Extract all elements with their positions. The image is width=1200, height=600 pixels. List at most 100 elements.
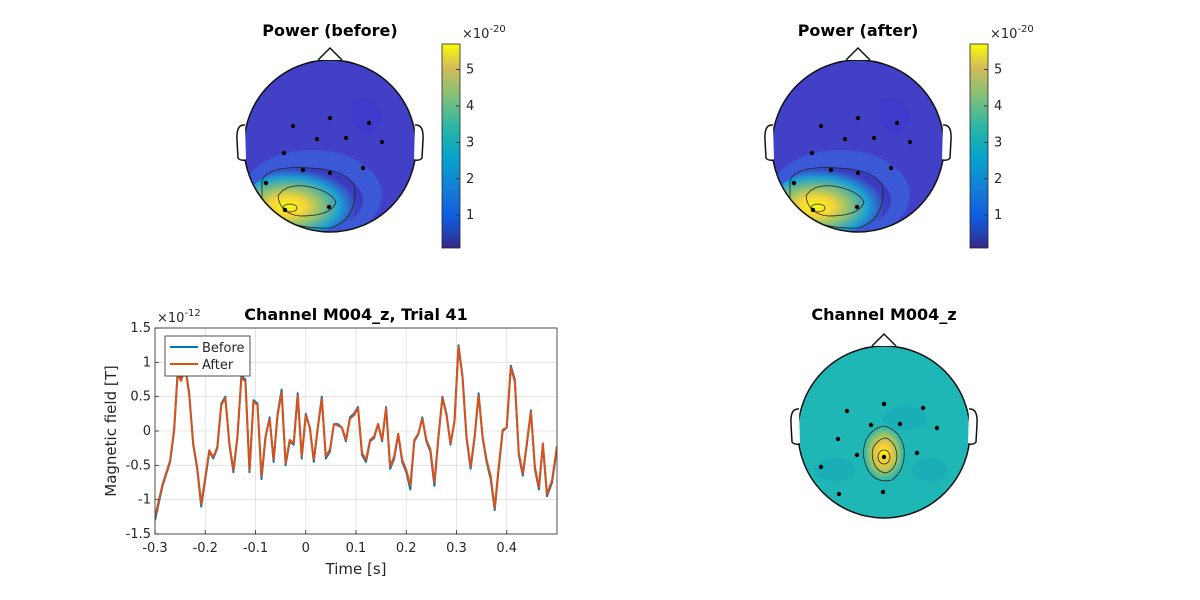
x-tick-label: -0.3	[142, 541, 167, 556]
topo-after-title: Power (after)	[798, 21, 919, 40]
legend-box	[164, 335, 251, 377]
x-tick-label: 0.3	[446, 541, 467, 556]
sensor-dot	[897, 421, 903, 427]
colorbar-tick-label: 2	[466, 172, 474, 187]
topo-channel-blob	[815, 458, 855, 482]
left-ear-icon	[764, 124, 775, 161]
y-ticks: -1.5 -1 -0.5 0 0.5 1 1.5	[126, 321, 159, 542]
sensor-dot	[828, 167, 834, 173]
x-tick-label: 0.2	[396, 541, 417, 556]
sensor-dot	[842, 136, 848, 142]
sensor-dot	[854, 452, 860, 458]
nose-icon	[845, 46, 871, 61]
series-group	[155, 344, 557, 521]
topo-channel-contour-line	[863, 425, 905, 482]
topo-after-peak	[775, 168, 891, 232]
sensor-dot	[855, 115, 861, 121]
topo-after-contour-line	[810, 203, 826, 213]
sensor-dot	[881, 454, 887, 460]
sensor-dot	[327, 170, 333, 176]
sensor-dot	[810, 207, 816, 213]
topo-after-colorbar: ×10-20 1 2 3 4 5	[969, 24, 1034, 249]
sensor-dot	[835, 436, 841, 442]
topo-after: Power (after)	[764, 21, 1034, 249]
series-line-after	[155, 346, 557, 518]
sensor-dot	[809, 150, 815, 156]
topo-before-peak	[247, 168, 363, 232]
y-tick-label: 0	[143, 424, 151, 439]
y-axis-label: Magnetic field [T]	[102, 365, 120, 496]
sensor-dot	[854, 204, 860, 210]
sensor-dot	[855, 170, 861, 176]
colorbar-gradient	[441, 43, 461, 249]
topo-before-contour-line	[277, 185, 337, 217]
colorbar-tick-label: 2	[994, 172, 1002, 187]
sensor-dot	[290, 123, 296, 129]
colorbar-tick-label: 4	[994, 99, 1002, 114]
colorbar-tick-label: 5	[466, 63, 474, 78]
topo-after-sensors	[791, 115, 913, 213]
x-tick-label: 0.4	[496, 541, 517, 556]
right-ear-icon	[967, 408, 978, 445]
colorbar-tick-label: 5	[994, 63, 1002, 78]
topo-before-colorbar: ×10-20 1 2 3 4 5	[441, 24, 506, 249]
topo-before: Power (before)	[236, 21, 506, 249]
colorbar-tick-label: 1	[466, 208, 474, 223]
sensor-dot	[914, 450, 920, 456]
topo-after-blob	[880, 97, 909, 134]
sensor-dot	[326, 204, 332, 210]
topo-before-sensors	[263, 115, 385, 213]
sensor-dot	[836, 491, 842, 497]
x-tick-label: 0	[302, 541, 310, 556]
sensor-dot	[366, 120, 372, 126]
colorbar-tick-label: 4	[466, 99, 474, 114]
topo-channel-blob	[912, 458, 948, 482]
left-ear-icon	[790, 408, 801, 445]
y-tick-label: -1	[138, 493, 151, 508]
topo-channel-contour-line	[871, 437, 898, 474]
legend: Before After	[164, 335, 251, 377]
topo-channel-title: Channel M004_z	[811, 305, 956, 324]
line-plot-title: Channel M004_z, Trial 41	[244, 305, 468, 324]
nose-icon	[871, 332, 897, 347]
colorbar-exponent: ×10-20	[462, 24, 506, 42]
y-tick-label: 1.5	[130, 321, 151, 336]
sensor-dot	[360, 165, 366, 171]
x-tick-label: -0.1	[243, 541, 268, 556]
legend-label-after: After	[202, 358, 234, 373]
sensor-dot	[934, 425, 940, 431]
x-tick-label: -0.2	[193, 541, 218, 556]
colorbar-tick-label: 3	[994, 135, 1002, 150]
sensor-dot	[881, 401, 887, 407]
sensor-dot	[282, 207, 288, 213]
sensor-dot	[920, 405, 926, 411]
sensor-dot	[379, 139, 385, 145]
x-axis-label: Time [s]	[325, 560, 387, 578]
y-tick-label: 1	[143, 355, 151, 370]
x-tick-label: 0.1	[346, 541, 367, 556]
sensor-dot	[343, 135, 349, 141]
topo-channel-blob	[883, 406, 927, 430]
right-ear-icon	[413, 124, 424, 161]
y-tick-label: 0.5	[130, 390, 151, 405]
sensor-dot	[888, 165, 894, 171]
topo-channel: Channel M004_z	[790, 305, 978, 519]
colorbar-tick-label: 1	[994, 208, 1002, 223]
topo-channel-contour-line	[877, 449, 891, 465]
topo-before-blob	[352, 97, 381, 134]
sensor-dot	[894, 120, 900, 126]
grid	[154, 327, 557, 535]
nose-icon	[317, 46, 343, 61]
topo-after-contour-line	[805, 185, 865, 217]
sensor-dot	[871, 135, 877, 141]
sensor-dot	[314, 136, 320, 142]
sensor-dot	[880, 489, 886, 495]
y-axis-exponent: ×10-12	[157, 308, 201, 326]
sensor-dot	[263, 180, 269, 186]
topo-before-title: Power (before)	[262, 21, 397, 40]
topo-before-contour-line	[282, 203, 298, 213]
sensor-dot	[868, 422, 874, 428]
left-ear-icon	[236, 124, 247, 161]
y-tick-label: -1.5	[126, 527, 151, 542]
